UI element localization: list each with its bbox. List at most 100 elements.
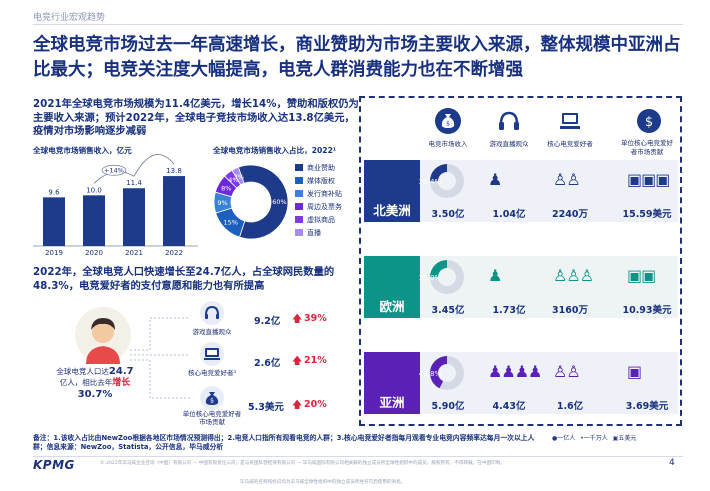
section-label: 电竞行业宏观趋势 (33, 13, 106, 23)
region-stat-value: 4.43亿 (492, 401, 526, 412)
legend-swatch (295, 229, 303, 236)
dollar-circle-icon: $ (637, 109, 661, 133)
slice-label: 60% (272, 198, 286, 206)
enthusiast-icon: ♙♙ (553, 362, 581, 381)
donut-slice (237, 164, 289, 240)
legend: ●一亿人 •一千万人 ▣五美元 (552, 433, 636, 442)
headphones-icon (499, 111, 519, 130)
slice-label: 3% (234, 173, 244, 181)
bar (163, 176, 185, 246)
headset-icon (200, 301, 224, 325)
region-map-icon (364, 160, 420, 222)
region-name: 欧洲 (379, 299, 405, 314)
bar-value-label: 10.0 (86, 186, 102, 194)
up-arrow-icon: 🡅 (292, 314, 303, 325)
money-bag-icon: $ (200, 386, 224, 410)
x-tick-label: 2021 (125, 249, 143, 256)
legend-swatch (295, 203, 303, 210)
revenue-bag-icon: $ (435, 108, 461, 134)
header-divider (33, 24, 683, 25)
region-share-donut (430, 260, 464, 294)
banknote-legend-icon: ▣ (612, 435, 619, 442)
column-header: 游戏直播观众 (489, 140, 529, 148)
metric-value: 9.2亿 (254, 316, 281, 327)
bar (123, 188, 145, 246)
legend-swatch (295, 177, 303, 184)
metric-label: 核心电竞爱好者³ (187, 369, 237, 377)
donut-share-slice (430, 260, 447, 277)
up-arrow-icon: 🡅 (292, 356, 303, 367)
metric-growth: 21% (304, 355, 327, 366)
region-share-label: 42.8% (418, 370, 442, 378)
region-stat-value: 5.90亿 (431, 401, 465, 412)
footnote: 备注：1.该收入占比由NewZoo根据各地区市场情况预测得出；2.电竞人口指所有… (33, 434, 535, 451)
region-stat-value: 3.69美元 (625, 401, 669, 412)
legend-label: 发行商补贴 (307, 189, 342, 198)
enthusiast-icon: ♙♙♙ (553, 266, 594, 285)
person-icon (75, 307, 131, 364)
page-title: 全球电竞市场过去一年高速增长，商业赞助为市场主要收入来源，整体规模中亚洲占比最大… (33, 35, 681, 80)
slice-label: 8% (221, 184, 231, 192)
x-tick-label: 2019 (45, 249, 63, 256)
metric-value: 2.6亿 (254, 358, 281, 369)
small-person-legend-icon: • (580, 435, 584, 442)
region-stat-value: 2240万 (552, 209, 588, 220)
viewer-icon: ♟♟♟♟ (488, 362, 542, 381)
legend-label: 媒体版权 (307, 176, 335, 185)
bar-value-label: 9.6 (48, 188, 60, 196)
metric-label: 单位核心电竞爱好者市场贡献 (182, 410, 242, 426)
region-map-icon (364, 352, 420, 414)
legend-label: 周边及票务 (307, 202, 342, 211)
legend-swatch (295, 190, 303, 197)
population-growth-word: 增长 (112, 378, 131, 388)
svg-text:$: $ (446, 121, 450, 128)
enthusiast-icon: ♙♙ (553, 170, 581, 189)
slice-label: 15% (223, 219, 237, 227)
footer-divider (33, 456, 683, 457)
slice-label: 4% (228, 176, 238, 184)
region-stat-value: 1.04亿 (492, 209, 526, 220)
x-tick-label: 2022 (165, 249, 183, 256)
person-legend-icon: ● (552, 435, 558, 442)
market-summary: 2021年全球电竞市场规模为11.4亿美元，增长14%，赞助和版权仍为主要收入来… (33, 98, 359, 137)
banknote-icon: ▣▣▣ (627, 170, 670, 189)
legend-item: 一千万人 (583, 435, 608, 442)
bar (43, 197, 65, 246)
bar-chart-title: 全球电竞市场销售收入，亿元 (33, 146, 132, 155)
bar-value-label: 11.4 (126, 179, 142, 187)
legend-item: 五美元 (618, 435, 637, 442)
region-share-label: 25.0% (418, 274, 442, 282)
column-header: 核心电竞爱好者 (547, 140, 593, 148)
donut-slice (231, 166, 245, 186)
slice-label: 9% (217, 199, 227, 207)
legend-item: 一亿人 (557, 435, 576, 442)
growth-arc (133, 154, 175, 177)
population-text-a: 全球电竞人口达 (56, 367, 109, 376)
metric-label: 游戏直播观众 (192, 328, 232, 336)
banknote-icon: ▣ (627, 362, 642, 381)
column-header: 单位核心电竞爱好者市场贡献 (621, 139, 673, 156)
metric-value: 5.3美元 (248, 402, 284, 413)
legend-label: 直播 (307, 228, 321, 237)
bar-value-label: 13.8 (166, 167, 182, 175)
region-stat-value: 1.73亿 (492, 305, 526, 316)
column-header: 电竞市场收入 (428, 140, 468, 148)
region-stat-value: 10.93美元 (622, 305, 672, 316)
gamer-icon (200, 342, 224, 366)
donut-share-slice (430, 164, 447, 182)
region-share-label: 25.4% (418, 178, 442, 186)
regional-comparison-panel (359, 96, 682, 426)
svg-text:$: $ (210, 398, 214, 405)
copyright-text: © 2022年毕马威企业咨询（中国）有限公司 — 中国有限责任公司，是与英国私营… (100, 461, 505, 466)
gamer-desk-icon (560, 113, 580, 129)
population-summary: 2022年，全球电竞人口快速增长至24.7亿人，占全球网民数量的48.3%，电竞… (33, 266, 335, 292)
region-share-donut (430, 356, 464, 390)
metric-growth: 20% (304, 399, 327, 410)
region-name: 北美洲 (373, 203, 411, 218)
viewer-icon: ♟ (488, 170, 502, 189)
region-stat-value: 3160万 (552, 305, 588, 316)
region-share-donut (430, 164, 464, 198)
population-callout: 全球电竞人口达24.7 亿人，相比去年增长 30.7% (50, 366, 140, 400)
